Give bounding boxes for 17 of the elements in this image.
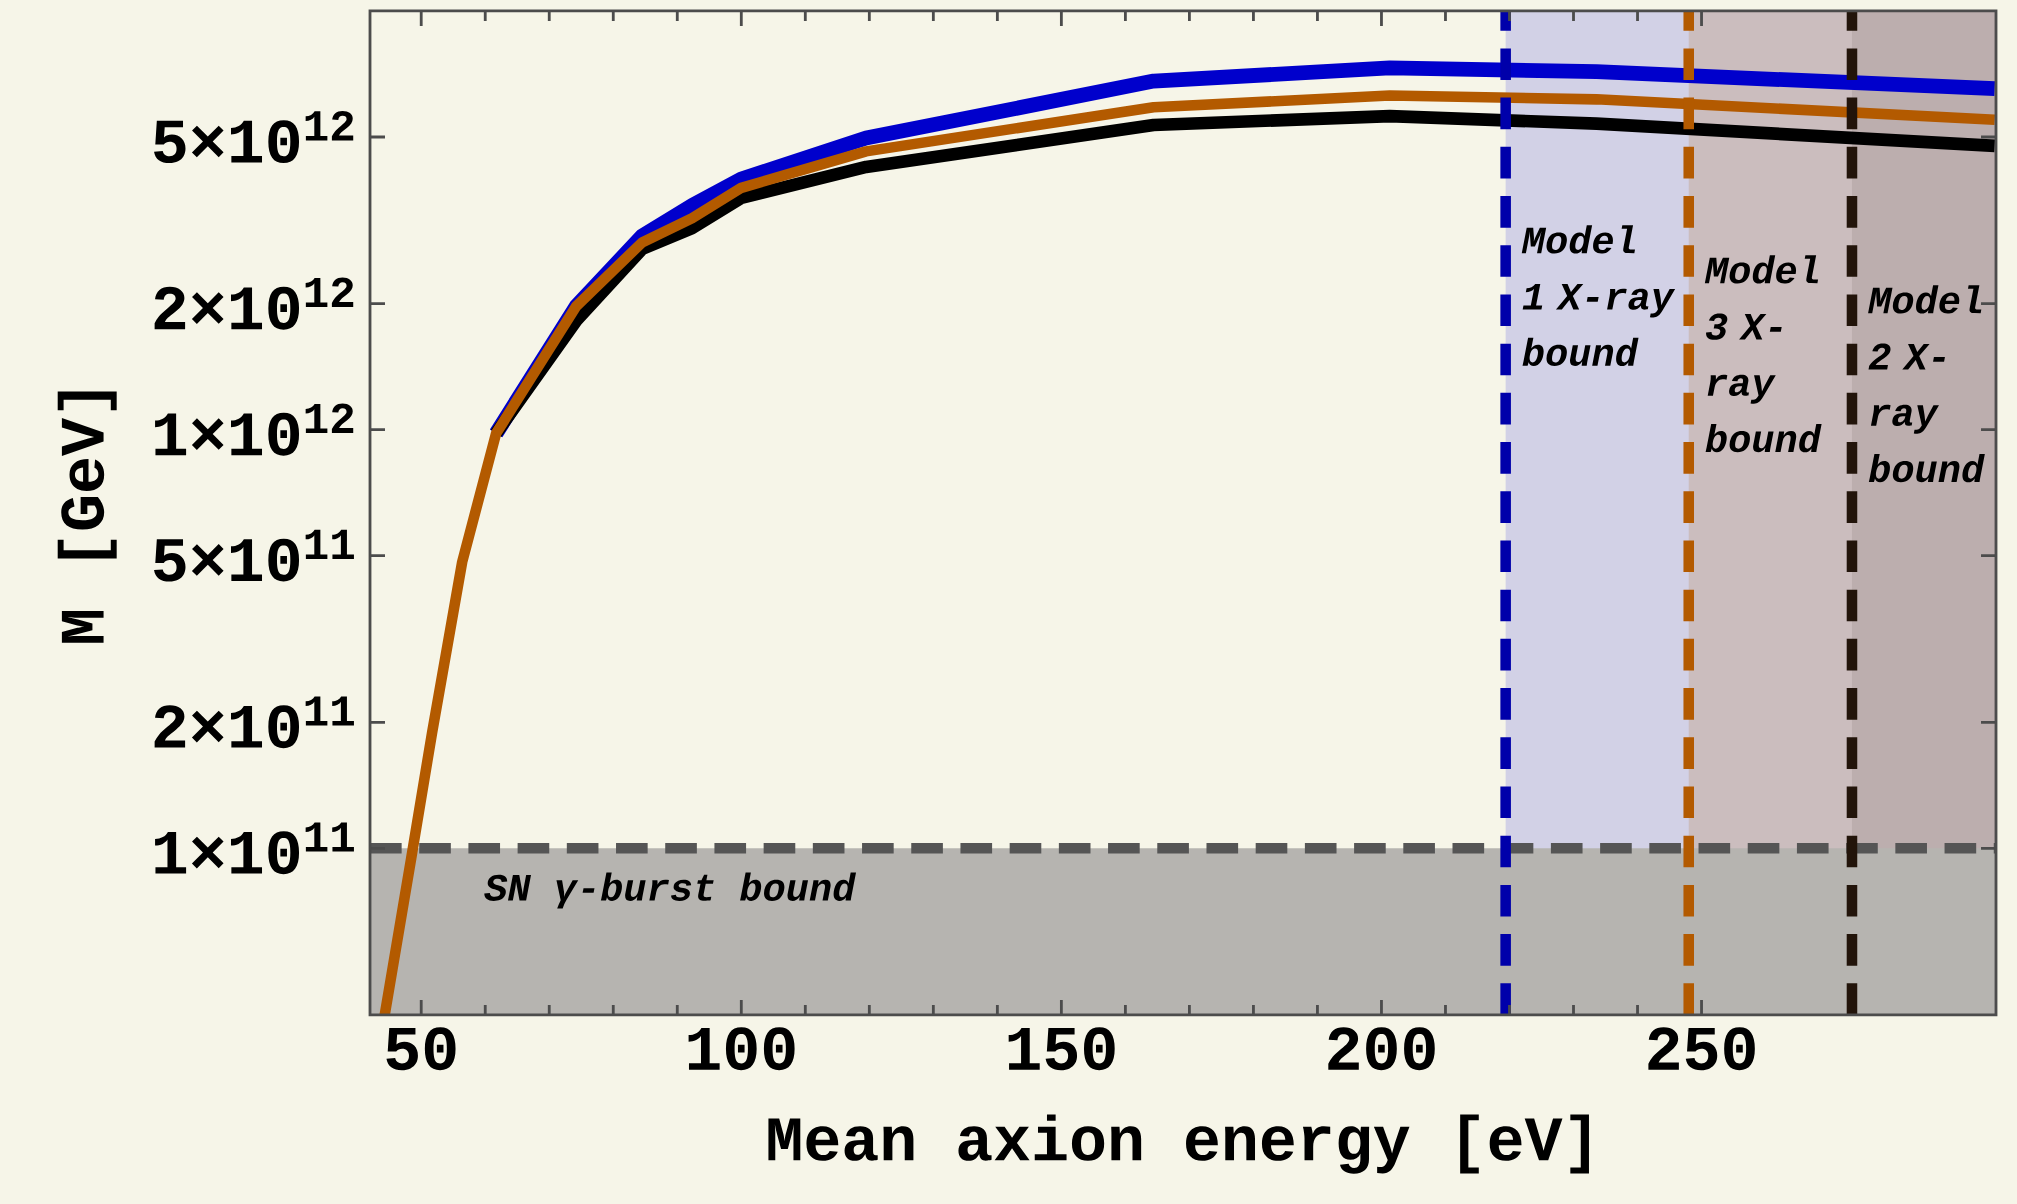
band-label: Model 2 X-ray bound <box>1868 285 1985 483</box>
y-tick-label: 1×10$^{12}$ <box>155 403 354 456</box>
x-axis-title: Mean axion energy [eV] <box>768 1114 1589 1174</box>
y-axis-title: M [GeV] <box>57 391 117 643</box>
x-tick-label: 100 <box>688 1027 795 1071</box>
band-label: Model 1 X-ray bound <box>1521 225 1676 367</box>
y-tick-label: 5×10$^{12}$ <box>154 110 354 164</box>
band-label: SN γ-burst bound <box>484 872 857 909</box>
band-label: Model 3 X-ray bound <box>1704 255 1822 453</box>
y-tick-label: 2×10$^{12}$ <box>154 277 354 330</box>
x-tick-label: 50 <box>386 1027 456 1071</box>
x-tick-label: 200 <box>1328 1027 1435 1071</box>
y-tick-label: 1×10$^{11}$ <box>155 822 354 875</box>
x-tick-label: 150 <box>1008 1027 1115 1071</box>
y-tick-label: 5×10$^{11}$ <box>154 529 354 582</box>
x-tick-label: 250 <box>1648 1027 1755 1071</box>
y-tick-label: 2×10$^{11}$ <box>154 696 354 749</box>
